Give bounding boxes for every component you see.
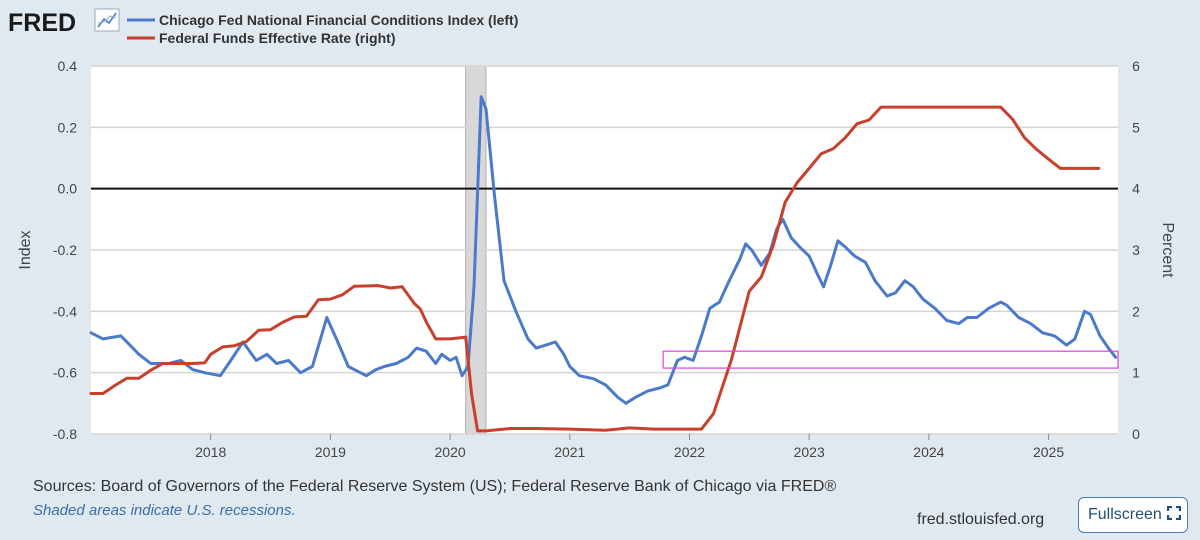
y-left-tick-label: -0.8	[53, 426, 77, 442]
y-left-tick-label: -0.6	[53, 365, 77, 381]
x-tick-label: 2025	[1033, 444, 1064, 460]
series-line-nfci	[89, 95, 1118, 405]
y-left-tick-label: 0.0	[58, 181, 78, 197]
y-right-tick-label: 5	[1132, 119, 1140, 135]
y-right-tick-label: 3	[1132, 242, 1140, 258]
y-right-tick-label: 4	[1132, 181, 1140, 197]
sources-note: Sources: Board of Governors of the Feder…	[33, 478, 837, 495]
y-right-tick-label: 1	[1132, 365, 1140, 381]
x-tick-label: 2022	[674, 444, 705, 460]
highlight-annotation-box	[662, 350, 1119, 369]
x-tick-label: 2018	[195, 444, 226, 460]
fred-chart: FRED Chicago Fed National Financial Cond…	[8, 8, 1176, 460]
y-right-tick-label: 6	[1132, 58, 1140, 74]
series-line-fedfunds	[89, 105, 1101, 433]
legend-label-nfci: Chicago Fed National Financial Condition…	[159, 12, 518, 28]
fullscreen-button[interactable]: Fullscreen	[1078, 497, 1188, 533]
x-tick-label: 2019	[315, 444, 346, 460]
fred-graph-icon	[94, 8, 120, 32]
x-tick-label: 2020	[435, 444, 466, 460]
y-right-tick-label: 0	[1132, 426, 1140, 442]
y-right-tick-label: 2	[1132, 303, 1140, 319]
y-left-tick-label: -0.2	[53, 242, 77, 258]
fred-url[interactable]: fred.stlouisfed.org	[917, 511, 1045, 528]
x-tick-label: 2024	[913, 444, 944, 460]
x-tick-label: 2021	[554, 444, 585, 460]
fullscreen-label: Fullscreen	[1088, 506, 1162, 523]
y-left-tick-label: 0.4	[58, 58, 78, 74]
legend: Chicago Fed National Financial Condition…	[127, 12, 518, 46]
legend-label-fedfunds: Federal Funds Effective Rate (right)	[159, 30, 395, 46]
recession-shading-note: Shaded areas indicate U.S. recessions.	[33, 502, 296, 519]
x-tick-label: 2023	[794, 444, 825, 460]
fred-logo: FRED	[8, 9, 76, 37]
y-right-axis-title: Percent	[1159, 222, 1176, 278]
y-left-tick-label: -0.4	[53, 303, 77, 319]
y-left-tick-label: 0.2	[58, 119, 78, 135]
y-left-axis-title: Index	[17, 230, 34, 269]
fullscreen-icon	[1166, 505, 1181, 525]
